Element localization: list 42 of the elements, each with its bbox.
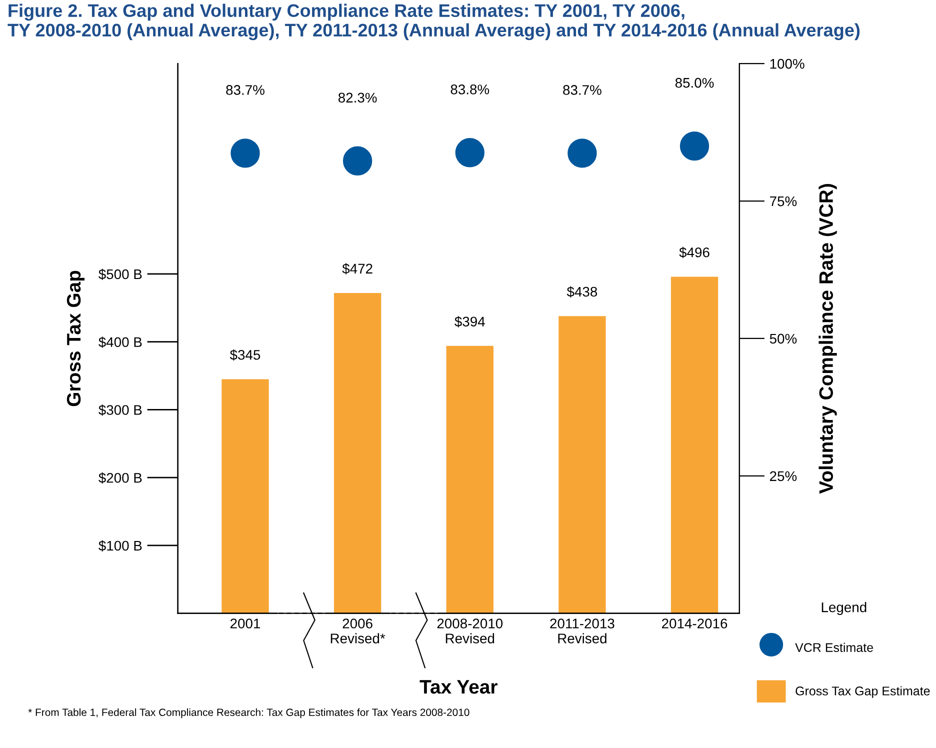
legend-label: VCR Estimate bbox=[795, 642, 873, 652]
data-label: 85.0% bbox=[675, 78, 714, 88]
data-label: $472 bbox=[342, 263, 372, 274]
bar bbox=[446, 346, 494, 614]
point bbox=[568, 138, 597, 168]
point bbox=[680, 131, 710, 161]
y-tick-label: $100 B bbox=[98, 540, 142, 552]
data-label: 83.8% bbox=[450, 84, 490, 94]
data-label: 83.7% bbox=[563, 85, 602, 95]
y-tick-label: $200 B bbox=[98, 472, 142, 484]
x-axis-title: Tax Year bbox=[420, 680, 498, 694]
bar bbox=[558, 316, 606, 614]
point bbox=[455, 138, 484, 168]
bar bbox=[670, 276, 718, 614]
point bbox=[230, 138, 260, 168]
y-axis-title: Gross Tax Gap bbox=[66, 270, 85, 406]
y-tick-label: $500 B bbox=[98, 268, 142, 280]
x-tick-label: 2011-2013 Revised bbox=[550, 618, 614, 644]
bar bbox=[222, 379, 269, 614]
y-tick-label: $400 B bbox=[98, 336, 142, 348]
data-label: $345 bbox=[230, 349, 260, 361]
data-label: $438 bbox=[566, 286, 598, 298]
x-tick-label: 2001 bbox=[230, 618, 260, 628]
point bbox=[342, 146, 372, 176]
y2-tick-label: 75% bbox=[770, 196, 797, 206]
y2-tick-label: 25% bbox=[770, 471, 797, 482]
bar bbox=[334, 292, 382, 614]
legend-title: Legend bbox=[822, 602, 866, 615]
chart-title: Figure 2. Tax Gap and Voluntary Compliance Rate Estimates: TY 2001, TY 2006, TY 2008-2010 (Annual Average), TY 2011-2013 (Annual Average) and TY 2014-2016 (Annual Average) bbox=[8, 4, 860, 40]
y2-tick-label: 50% bbox=[770, 334, 797, 344]
text: * From Table 1, Federal Tax Compliance Research: Tax Gap Estimates for Tax Years 2008-2010 bbox=[28, 708, 470, 718]
y-tick-label: $300 B bbox=[98, 404, 142, 416]
data-label: $394 bbox=[454, 316, 485, 328]
x-tick-label: 2008-2010 Revised bbox=[437, 618, 503, 644]
data-label: 82.3% bbox=[338, 92, 377, 103]
x-tick-label: 2006 Revised* bbox=[330, 618, 386, 644]
y2-tick-label: 100% bbox=[770, 58, 804, 69]
data-label: 83.7% bbox=[226, 85, 264, 95]
y2-axis-title: Voluntary Compliance Rate (VCR) bbox=[818, 184, 837, 494]
legend-label: Gross Tax Gap Estimate bbox=[796, 686, 930, 698]
x-tick-label: 2014-2016 bbox=[662, 618, 728, 628]
data-label: $496 bbox=[679, 246, 710, 258]
